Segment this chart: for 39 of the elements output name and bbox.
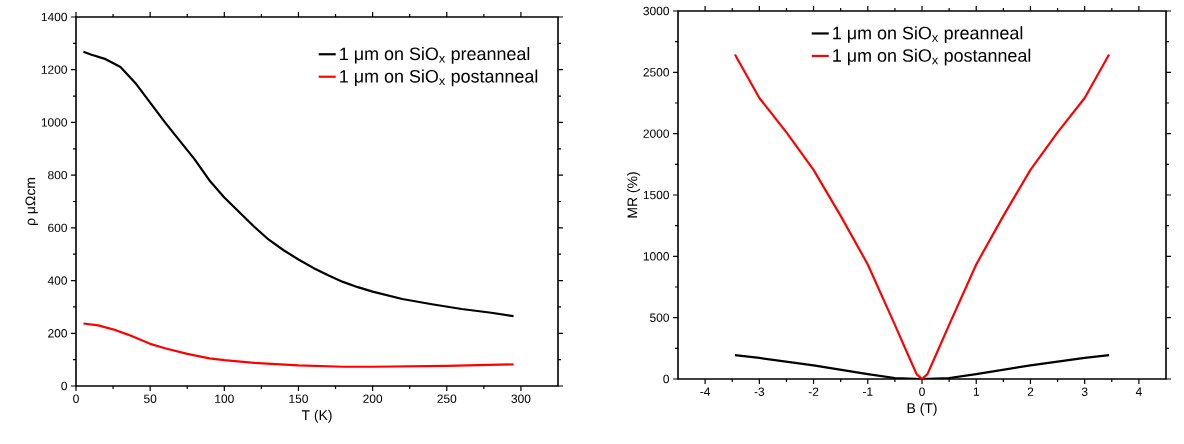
y-tick-label: 1200 bbox=[41, 65, 68, 74]
y-tick-label: 600 bbox=[48, 223, 68, 233]
x-axis-title: B (T) bbox=[907, 402, 937, 416]
y-tick-label: 800 bbox=[48, 170, 68, 180]
y-tick-label: 3000 bbox=[643, 6, 670, 16]
x-tick-label: 300 bbox=[511, 394, 531, 403]
x-tick-label: 0 bbox=[73, 394, 79, 403]
x-tick-label: 1 bbox=[973, 387, 979, 396]
x-tick-label: -1 bbox=[863, 387, 873, 396]
y-tick-label: 1000 bbox=[41, 118, 68, 127]
x-tick-label: 150 bbox=[289, 394, 308, 403]
y-tick-label: 2500 bbox=[643, 68, 670, 77]
x-tick-label: 200 bbox=[363, 394, 383, 403]
y-tick-label: 1400 bbox=[41, 12, 68, 22]
legend-label: 1 μm on SiO$_{x}$ preanneal bbox=[340, 47, 530, 64]
x-tick-label: 100 bbox=[215, 394, 234, 403]
y-tick-label: 200 bbox=[48, 329, 68, 338]
x-tick-label: 2 bbox=[1027, 387, 1034, 396]
y-axis-title: MR (%) bbox=[627, 172, 641, 218]
y-tick-label: 500 bbox=[650, 313, 670, 322]
x-tick-label: 4 bbox=[1135, 387, 1142, 396]
y-tick-label: 2000 bbox=[643, 129, 670, 138]
legend-label: 1 μm on SiO$_{x}$ postanneal bbox=[340, 69, 538, 87]
x-tick-label: 0 bbox=[919, 387, 925, 396]
x-tick-label: 3 bbox=[1081, 387, 1088, 396]
x-axis-title: T (K) bbox=[301, 409, 332, 423]
x-tick-label: -3 bbox=[754, 387, 765, 396]
y-axis-title: ρ μΩcm bbox=[25, 177, 39, 226]
line-series bbox=[82, 322, 515, 368]
y-tick-label: 1000 bbox=[643, 252, 670, 261]
x-tick-label: -4 bbox=[700, 387, 711, 396]
legend-label: 1 μm on SiO$_{x}$ preanneal bbox=[833, 26, 1023, 43]
legend-label: 1 μm on SiO$_{x}$ postanneal bbox=[833, 48, 1031, 66]
y-tick-label: 400 bbox=[47, 276, 68, 285]
x-tick-label: 250 bbox=[437, 394, 457, 403]
x-tick-label: 50 bbox=[143, 394, 157, 403]
x-tick-label: -2 bbox=[808, 387, 819, 396]
y-tick-label: 0 bbox=[663, 374, 670, 384]
y-tick-label: 1500 bbox=[643, 190, 670, 200]
